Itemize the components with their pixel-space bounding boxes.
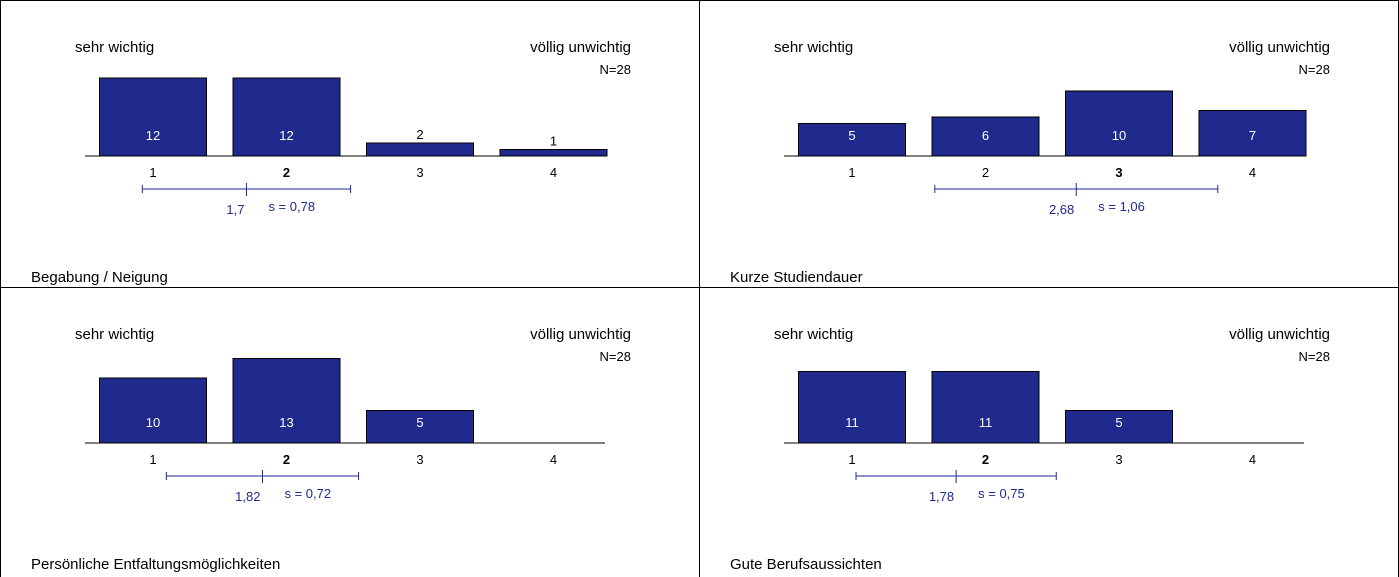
x-tick-label: 4 <box>1249 165 1256 180</box>
n-label: N=28 <box>1299 349 1330 364</box>
x-tick-label: 3 <box>416 165 423 180</box>
bar <box>232 358 341 444</box>
chart-title: Gute Berufsaussichten <box>730 556 882 573</box>
bar-value-label: 6 <box>982 128 989 143</box>
label-left: sehr wichtig <box>75 326 154 343</box>
bar-value-label: 12 <box>279 128 293 143</box>
bar <box>499 149 608 157</box>
sd-label: s = 0,75 <box>978 486 1025 501</box>
bar <box>1198 110 1307 157</box>
chart-title: Persönliche Entfaltungsmöglichkeiten <box>31 556 280 573</box>
bar-value-label: 2 <box>416 127 423 142</box>
bar <box>232 77 341 157</box>
bar-value-label: 5 <box>416 415 423 430</box>
x-tick-label: 1 <box>848 452 855 467</box>
bar-value-label: 11 <box>979 415 993 430</box>
bar <box>99 377 207 444</box>
bar <box>366 410 474 444</box>
x-tick-label: 3 <box>1115 165 1122 180</box>
mean-label: 1,78 <box>929 489 954 504</box>
bar <box>798 123 906 157</box>
bar <box>931 371 1040 444</box>
bar-value-label: 13 <box>279 415 293 430</box>
chart-panel-3: sehr wichtig völlig unwichtig N=28 11 11 5 1 2 3… <box>699 287 1399 577</box>
x-tick-label: 2 <box>982 165 989 180</box>
sd-label: s = 0,72 <box>284 486 331 501</box>
n-label: N=28 <box>1299 62 1330 77</box>
bar-value-label: 1 <box>550 134 557 149</box>
sd-label: s = 1,06 <box>1098 199 1145 214</box>
label-right: völlig unwichtig <box>1229 39 1330 56</box>
chart-panel-2: sehr wichtig völlig unwichtig N=28 10 13 5 1 2 3… <box>0 287 700 577</box>
chart-title: Kurze Studiendauer <box>730 269 863 286</box>
chart-svg-3: sehr wichtig völlig unwichtig N=28 11 11 5 1 2 3… <box>730 326 1330 573</box>
sd-label: s = 0,78 <box>268 199 315 214</box>
mean-label: 1,82 <box>235 489 260 504</box>
label-right: völlig unwichtig <box>1229 326 1330 343</box>
bar-value-label: 10 <box>146 415 160 430</box>
bar <box>798 371 906 444</box>
bar-value-label: 11 <box>845 415 859 430</box>
x-tick-label: 1 <box>149 452 156 467</box>
bar-value-label: 5 <box>1115 415 1122 430</box>
x-tick-label: 4 <box>550 165 557 180</box>
bar <box>1065 90 1173 157</box>
bar-value-label: 7 <box>1249 128 1256 143</box>
mean-label: 2,68 <box>1049 202 1074 217</box>
chart-panel-0: sehr wichtig völlig unwichtig N=28 12 12 2 1 1 2… <box>0 0 700 288</box>
label-left: sehr wichtig <box>75 39 154 56</box>
bar <box>366 142 474 157</box>
label-right: völlig unwichtig <box>530 326 631 343</box>
label-left: sehr wichtig <box>774 39 853 56</box>
x-tick-label: 1 <box>149 165 156 180</box>
x-tick-label: 2 <box>283 452 290 467</box>
n-label: N=28 <box>600 349 631 364</box>
x-tick-label: 3 <box>416 452 423 467</box>
chart-title: Begabung / Neigung <box>31 269 168 286</box>
bar <box>99 77 207 157</box>
mean-label: 1,7 <box>226 202 244 217</box>
chart-panel-1: sehr wichtig völlig unwichtig N=28 5 6 10 7 1 2 3… <box>699 0 1399 288</box>
bar-value-label: 12 <box>146 128 160 143</box>
chart-svg-1: sehr wichtig völlig unwichtig N=28 5 6 10 7 1 2 3… <box>730 39 1330 286</box>
bar-value-label: 10 <box>1112 128 1126 143</box>
x-tick-label: 2 <box>982 452 989 467</box>
x-tick-label: 1 <box>848 165 855 180</box>
label-right: völlig unwichtig <box>530 39 631 56</box>
bar-value-label: 5 <box>848 128 855 143</box>
n-label: N=28 <box>600 62 631 77</box>
chart-svg-2: sehr wichtig völlig unwichtig N=28 10 13 5 1 2 3… <box>31 326 631 573</box>
label-left: sehr wichtig <box>774 326 853 343</box>
x-tick-label: 4 <box>550 452 557 467</box>
x-tick-label: 4 <box>1249 452 1256 467</box>
x-tick-label: 3 <box>1115 452 1122 467</box>
x-tick-label: 2 <box>283 165 290 180</box>
